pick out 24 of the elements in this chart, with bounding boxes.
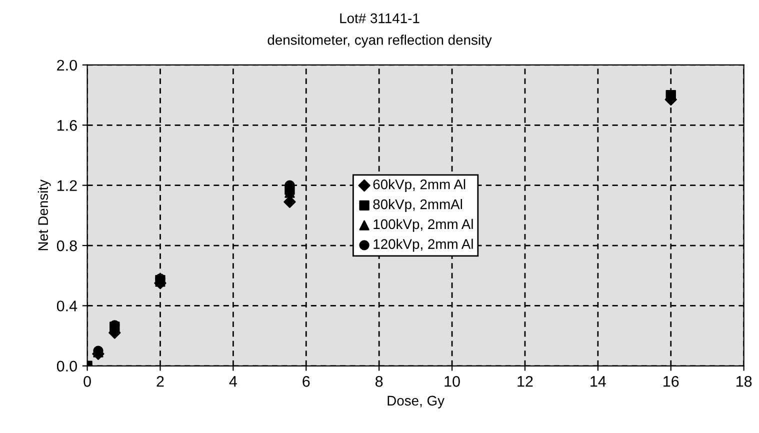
legend-label: 60kVp, 2mm Al — [373, 179, 466, 192]
x-tick-label: 8 — [375, 376, 383, 387]
legend-label: 120kVp, 2mm Al — [374, 238, 473, 252]
x-tick-label: 14 — [590, 376, 606, 387]
y-tick-label: 1.2 — [57, 180, 77, 191]
chart-title: Lot# 31141-1 — [340, 13, 420, 24]
legend-label: 80kVp, 2mmAl — [373, 199, 462, 212]
x-tick-label: 4 — [229, 376, 237, 387]
chart-subtitle: densitometer, cyan reflection density — [268, 34, 492, 48]
x-tick-label: 10 — [444, 376, 460, 387]
x-tick-label: 0 — [84, 376, 91, 387]
y-tick-label: 0.4 — [56, 300, 78, 312]
y-tick-label: 0.8 — [56, 240, 77, 252]
y-tick-label: 1.6 — [57, 120, 77, 131]
x-tick-label: 18 — [736, 376, 752, 387]
y-tick-label: 2.0 — [57, 60, 77, 71]
x-tick-label: 2 — [156, 376, 164, 387]
y-tick-label: 0.0 — [56, 360, 77, 372]
x-tick-label: 6 — [302, 376, 310, 387]
x-axis-title: Dose, Gy — [388, 396, 444, 408]
x-tick-label: 12 — [518, 376, 533, 387]
y-axis-title: Net Density — [38, 180, 51, 250]
legend-label: 100kVp, 2mm Al — [374, 218, 473, 232]
x-tick-label: 16 — [664, 376, 679, 387]
